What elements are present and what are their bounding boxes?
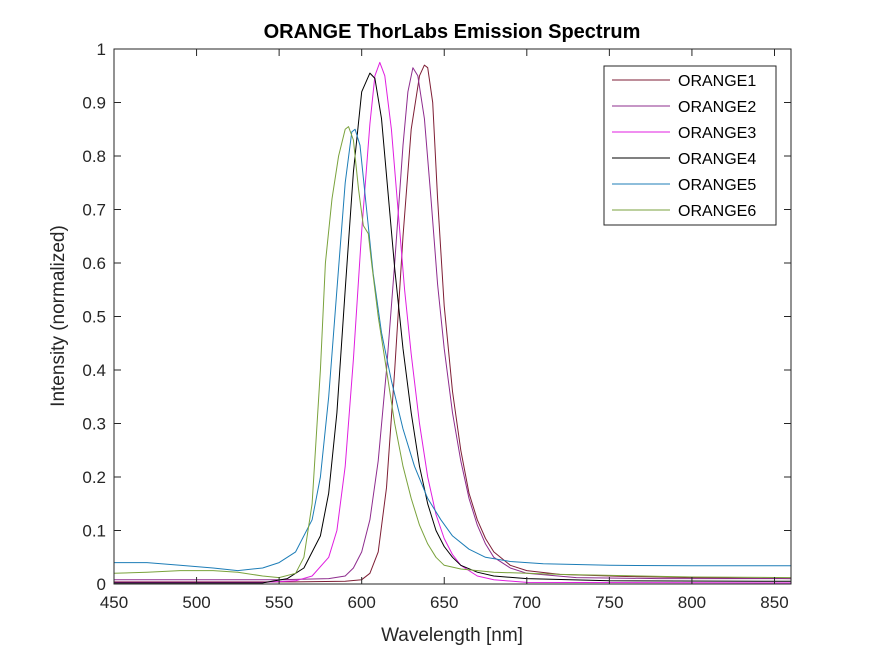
x-tick-label: 550 (265, 593, 293, 612)
legend-label-orange3: ORANGE3 (678, 125, 756, 142)
x-tick-label: 850 (760, 593, 788, 612)
x-tick-label: 800 (678, 593, 706, 612)
series-line-orange5 (114, 128, 791, 572)
series-line-orange4 (114, 72, 792, 584)
series-line-orange3 (114, 61, 792, 584)
y-tick-label: 0.3 (82, 415, 106, 434)
legend-entries: ORANGE1 ORANGE2 ORANGE3 ORANGE4 ORANGE5 ORANG… (612, 73, 756, 220)
y-tick-label: 0.2 (82, 468, 106, 487)
x-tick-label: 600 (347, 593, 375, 612)
series-line-orange2 (114, 67, 791, 581)
legend-box (603, 65, 777, 226)
legend-label-orange5: ORANGE5 (678, 177, 756, 194)
x-tick-label: 500 (182, 593, 210, 612)
x-tick-label: 700 (513, 593, 541, 612)
x-axis-label: Wavelength [nm] (381, 625, 523, 646)
y-axis-ticks: 0 0.1 0.2 0.3 0.4 0.5 0.6 0.7 0.8 0.9 1 (82, 40, 791, 594)
y-tick-label: 0.6 (82, 254, 106, 273)
y-tick-label: 0.1 (82, 522, 106, 541)
x-tick-label: 750 (595, 593, 623, 612)
y-tick-label: 0.8 (82, 147, 106, 166)
legend-label-orange1: ORANGE1 (678, 73, 756, 90)
y-tick-label: 1 (97, 40, 106, 59)
chart-title: ORANGE ThorLabs Emission Spectrum (264, 21, 641, 43)
legend-label-orange4: ORANGE4 (678, 151, 756, 168)
legend: ORANGE1 ORANGE2 ORANGE3 ORANGE4 ORANGE5 ORANG… (603, 65, 777, 226)
series-line-orange6 (113, 126, 792, 579)
legend-label-orange2: ORANGE2 (678, 99, 756, 116)
y-tick-label: 0 (97, 575, 106, 594)
y-tick-label: 0.7 (82, 201, 106, 220)
x-tick-label: 450 (100, 593, 128, 612)
legend-label-orange6: ORANGE6 (678, 203, 756, 220)
y-tick-label: 0.5 (82, 308, 106, 327)
series-line-orange1 (114, 64, 792, 583)
y-tick-label: 0.9 (82, 94, 106, 113)
y-axis-label: Intensity (normalized) (48, 225, 69, 407)
x-axis-ticks: 450 500 550 600 650 700 750 800 850 (100, 49, 789, 612)
series-layer (113, 61, 792, 584)
x-tick-label: 650 (430, 593, 458, 612)
y-tick-label: 0.4 (82, 361, 106, 380)
